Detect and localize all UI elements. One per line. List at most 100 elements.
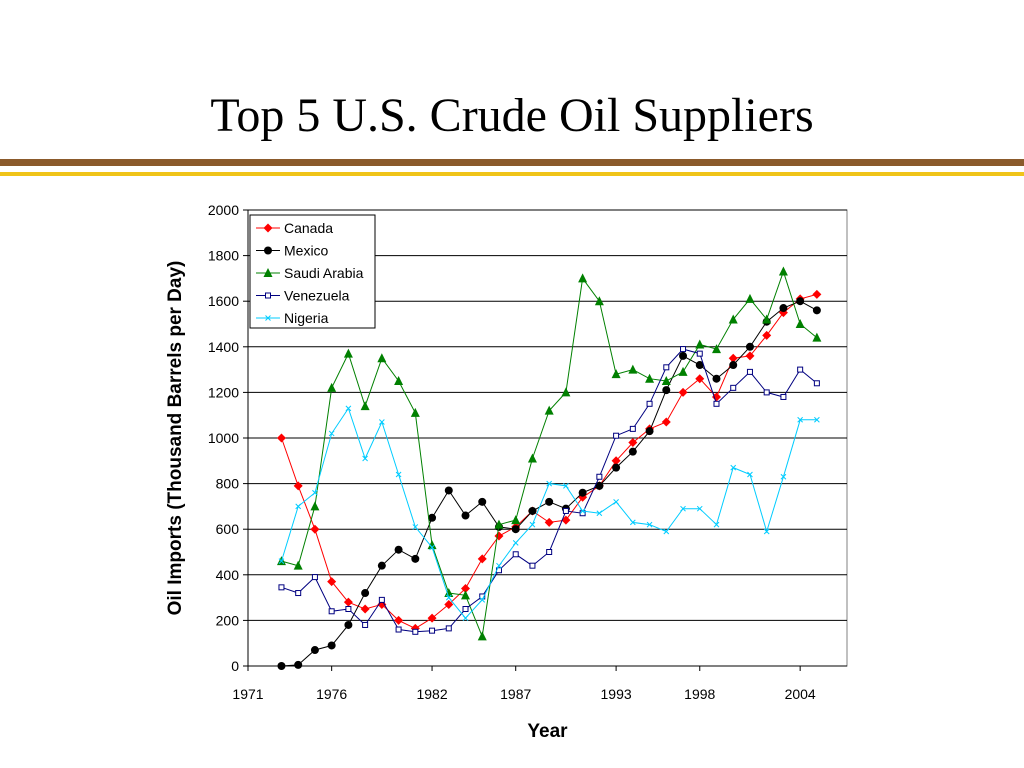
data-point-venezuela bbox=[713, 400, 720, 407]
data-point-mexico bbox=[745, 342, 754, 351]
legend: Canada Mexico Saudi Arabia Venezuela Nigeria bbox=[249, 214, 376, 329]
data-point-mexico bbox=[595, 481, 604, 490]
data-point-nigeria bbox=[546, 480, 553, 487]
data-point-saudi-arabia bbox=[343, 348, 353, 358]
data-point-mexico bbox=[578, 488, 587, 497]
data-point-nigeria bbox=[362, 455, 368, 462]
data-point-saudi-arabia bbox=[327, 382, 337, 392]
data-point-canada bbox=[293, 481, 303, 491]
data-point-canada bbox=[812, 289, 822, 299]
data-point-mexico bbox=[645, 427, 654, 436]
data-point-saudi-arabia bbox=[494, 519, 504, 529]
data-point-nigeria bbox=[529, 521, 536, 528]
series-saudi-arabia bbox=[276, 266, 822, 641]
data-point-saudi-arabia bbox=[561, 387, 571, 397]
data-point-nigeria-stroke bbox=[780, 473, 787, 480]
data-point-nigeria bbox=[713, 521, 720, 528]
data-point-mexico bbox=[327, 641, 336, 650]
data-point-nigeria-stroke bbox=[529, 521, 536, 528]
data-point-nigeria bbox=[613, 498, 619, 505]
y-tick-label: 600 bbox=[216, 521, 240, 537]
title-rule-gold bbox=[0, 172, 1024, 176]
data-point-canada bbox=[343, 597, 353, 607]
data-point-venezuela bbox=[529, 562, 536, 569]
data-point-nigeria bbox=[512, 540, 519, 546]
data-point-venezuela bbox=[797, 366, 804, 373]
x-tick-label: 1987 bbox=[500, 686, 531, 702]
data-point-saudi-arabia bbox=[377, 353, 387, 363]
data-point-canada bbox=[695, 374, 705, 384]
data-point-mexico bbox=[779, 304, 788, 313]
data-point-mexico bbox=[394, 545, 403, 554]
data-point-mexico bbox=[528, 506, 537, 515]
data-point-saudi-arabia bbox=[511, 515, 521, 525]
y-tick-label: 2000 bbox=[208, 202, 239, 218]
data-point-nigeria-stroke bbox=[680, 505, 686, 512]
data-point-nigeria bbox=[496, 562, 502, 569]
legend-marker-nigeria bbox=[265, 315, 271, 321]
data-point-canada bbox=[628, 438, 638, 448]
data-point-venezuela bbox=[663, 364, 670, 371]
data-point-nigeria-stroke bbox=[763, 528, 770, 535]
legend-marker-canada bbox=[263, 223, 273, 233]
data-point-saudi-arabia bbox=[745, 293, 755, 303]
data-point-nigeria-stroke bbox=[596, 510, 603, 517]
data-point-saudi-arabia bbox=[544, 405, 554, 415]
data-point-nigeria bbox=[646, 521, 653, 528]
data-point-saudi-arabia bbox=[461, 590, 471, 600]
data-point-mexico bbox=[294, 660, 303, 669]
data-point-mexico bbox=[344, 620, 353, 629]
data-point-canada bbox=[327, 577, 337, 587]
data-point-saudi-arabia bbox=[661, 376, 671, 385]
data-point-saudi-arabia bbox=[578, 273, 588, 283]
data-point-venezuela bbox=[295, 590, 302, 597]
data-point-mexico bbox=[695, 361, 704, 370]
data-point-mexico bbox=[428, 513, 437, 522]
data-point-nigeria-stroke bbox=[278, 558, 285, 564]
y-tick-label: 1200 bbox=[208, 384, 239, 400]
y-tick-label: 800 bbox=[216, 476, 240, 492]
data-point-saudi-arabia bbox=[611, 369, 621, 379]
data-point-mexico bbox=[729, 361, 738, 370]
data-point-venezuela bbox=[763, 389, 770, 396]
data-point-saudi-arabia bbox=[427, 540, 437, 550]
data-point-venezuela bbox=[395, 626, 402, 633]
data-point-canada bbox=[276, 433, 286, 443]
legend-marker-venezuela bbox=[265, 292, 271, 299]
x-tick-label: 1993 bbox=[601, 686, 632, 702]
data-point-venezuela bbox=[613, 432, 620, 439]
data-point-nigeria bbox=[780, 473, 787, 480]
data-point-canada bbox=[427, 613, 437, 623]
data-point-nigeria-stroke bbox=[646, 521, 653, 528]
data-point-saudi-arabia bbox=[795, 319, 805, 328]
data-point-nigeria bbox=[747, 471, 753, 478]
legend-marker-saudi-arabia bbox=[263, 268, 273, 277]
data-point-canada bbox=[745, 351, 755, 361]
y-tick-label: 1800 bbox=[208, 248, 239, 264]
legend-label-nigeria: Nigeria bbox=[284, 310, 329, 326]
data-point-nigeria bbox=[278, 558, 285, 564]
data-point-nigeria-stroke bbox=[395, 471, 402, 478]
data-point-mexico bbox=[310, 646, 319, 655]
series-nigeria bbox=[278, 405, 820, 621]
data-point-nigeria-stroke bbox=[814, 416, 820, 423]
data-point-nigeria-stroke bbox=[379, 419, 385, 425]
data-point-nigeria bbox=[814, 416, 820, 423]
data-point-mexico bbox=[461, 511, 470, 520]
data-point-nigeria-stroke bbox=[747, 471, 753, 478]
data-point-canada bbox=[678, 387, 688, 397]
data-point-saudi-arabia bbox=[762, 314, 772, 324]
data-point-nigeria bbox=[579, 508, 586, 514]
data-point-nigeria bbox=[696, 505, 703, 512]
data-point-nigeria-stroke bbox=[445, 594, 452, 601]
data-point-nigeria-stroke bbox=[730, 464, 737, 471]
data-point-nigeria-stroke bbox=[328, 430, 335, 437]
x-tick-label: 2004 bbox=[785, 686, 816, 702]
data-point-nigeria bbox=[797, 416, 804, 423]
data-point-venezuela bbox=[278, 584, 285, 591]
data-point-venezuela bbox=[562, 507, 569, 514]
data-point-saudi-arabia bbox=[678, 366, 688, 376]
data-point-saudi-arabia bbox=[695, 339, 705, 349]
data-point-saudi-arabia bbox=[394, 376, 404, 385]
